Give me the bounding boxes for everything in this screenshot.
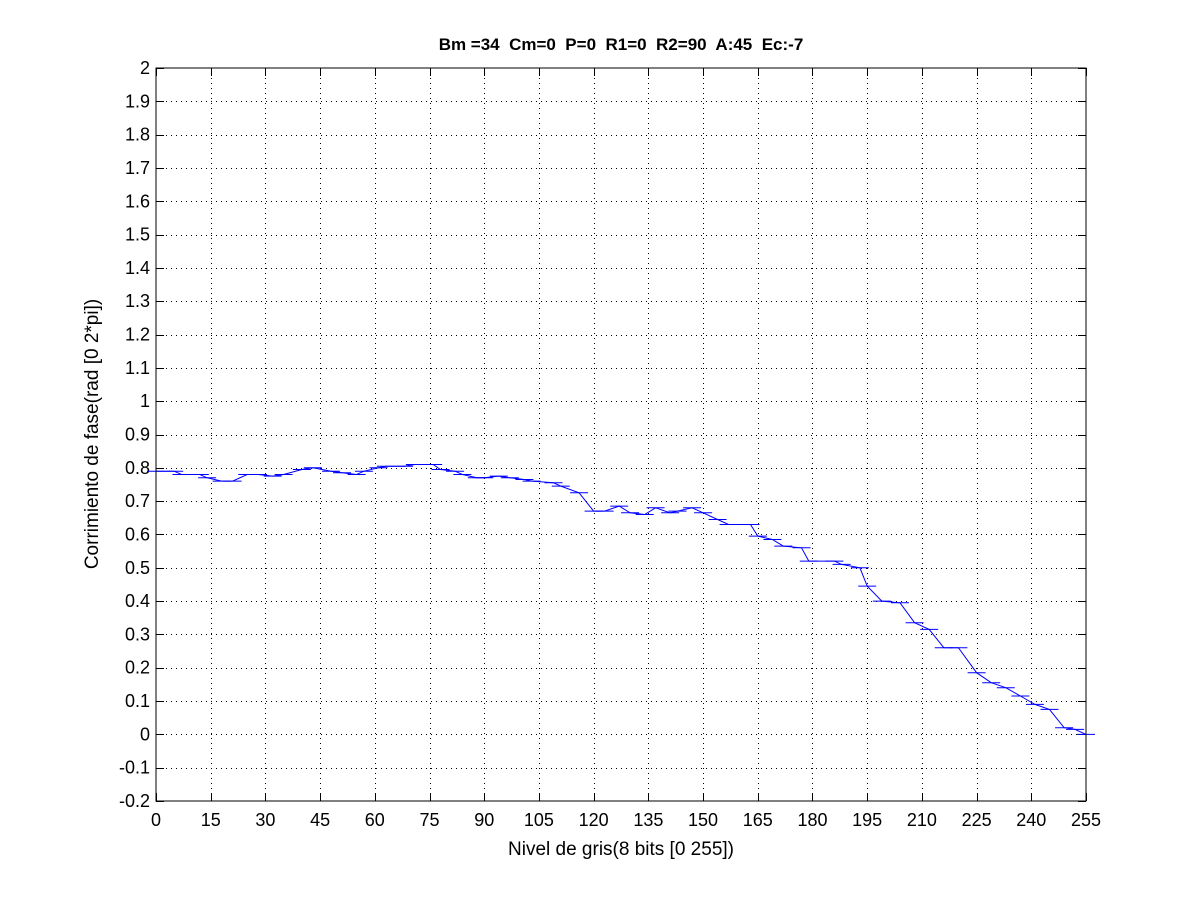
x-tick-label: 30 bbox=[255, 810, 275, 830]
y-tick-labels: -0.2 -0.1 0 0.1 0.2 0.3 0.4 0.5 0.6 0.7 0.8 0.9 1 1.1… bbox=[119, 58, 150, 811]
x-tick-label: 15 bbox=[201, 810, 221, 830]
y-tick-label: 0 bbox=[140, 724, 150, 744]
y-tick-label: 0.6 bbox=[125, 524, 150, 544]
y-tick-label: 1.1 bbox=[125, 358, 150, 378]
chart-title: Bm =34 Cm=0 P=0 R1=0 R2=90 A:45 Ec:-7 bbox=[439, 35, 804, 54]
y-tick-label: 0.2 bbox=[125, 658, 150, 678]
x-tick-label: 255 bbox=[1071, 810, 1101, 830]
x-tick-label: 210 bbox=[907, 810, 937, 830]
plot-frame bbox=[155, 67, 1087, 802]
y-tick-label: 0.5 bbox=[125, 558, 150, 578]
y-tick-label: 0.1 bbox=[125, 691, 150, 711]
y-tick-label: 1.6 bbox=[125, 191, 150, 211]
y-tick-label: 1.7 bbox=[125, 158, 150, 178]
y-tick-label: 1.8 bbox=[125, 125, 150, 145]
x-tick-label: 225 bbox=[962, 810, 992, 830]
y-tick-label: 1 bbox=[140, 391, 150, 411]
x-tick-label: 165 bbox=[743, 810, 773, 830]
y-tick-label: 1.4 bbox=[125, 258, 150, 278]
x-tick-label: 105 bbox=[524, 810, 554, 830]
x-axis-label: Nivel de gris(8 bits [0 255]) bbox=[508, 839, 734, 860]
series-group bbox=[147, 464, 1095, 735]
x-tick-label: 195 bbox=[852, 810, 882, 830]
x-tick-label: 180 bbox=[797, 810, 827, 830]
y-tick-label: 0.7 bbox=[125, 491, 150, 511]
y-axis-label: Corrimiento de fase(rad [0 2*pi]) bbox=[82, 299, 103, 569]
x-tick-label: 0 bbox=[151, 810, 161, 830]
y-tick-label: 0.8 bbox=[125, 458, 150, 478]
x-tick-label: 90 bbox=[474, 810, 494, 830]
y-tick-label: 2 bbox=[140, 58, 150, 78]
x-tick-label: 60 bbox=[365, 810, 385, 830]
y-tick-label: 1.3 bbox=[125, 291, 150, 311]
y-tick-label: 0.9 bbox=[125, 425, 150, 445]
y-tick-label: 0.3 bbox=[125, 624, 150, 644]
tick-marks bbox=[156, 68, 1087, 802]
x-tick-label: 75 bbox=[420, 810, 440, 830]
x-tick-label: 240 bbox=[1016, 810, 1046, 830]
x-tick-label: 135 bbox=[633, 810, 663, 830]
x-tick-label: 45 bbox=[310, 810, 330, 830]
grid bbox=[156, 68, 1086, 801]
y-tick-label: -0.2 bbox=[119, 791, 150, 811]
y-tick-label: 0.4 bbox=[125, 591, 150, 611]
y-tick-label: 1.9 bbox=[125, 91, 150, 111]
y-tick-label: -0.1 bbox=[119, 758, 150, 778]
y-tick-label: 1.5 bbox=[125, 225, 150, 245]
x-tick-label: 150 bbox=[688, 810, 718, 830]
plot-background bbox=[156, 68, 1086, 801]
x-tick-labels: 0 15 30 45 60 75 90 105 120 135 150 165 180 195 210 225… bbox=[151, 810, 1101, 830]
y-tick-label: 1.2 bbox=[125, 325, 150, 345]
x-tick-label: 120 bbox=[579, 810, 609, 830]
